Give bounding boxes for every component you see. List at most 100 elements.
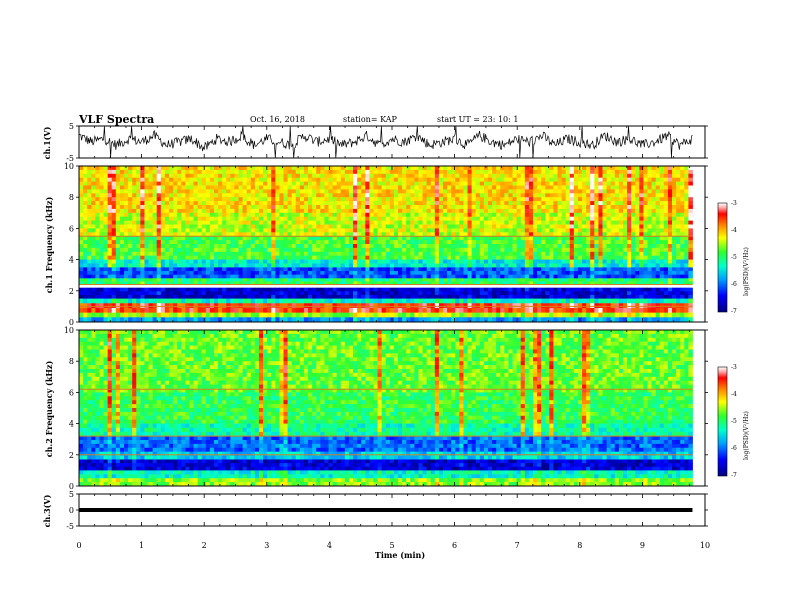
ch1-spec-cell bbox=[320, 228, 325, 233]
ch1-spec-cell bbox=[299, 271, 305, 276]
ch1-spec-cell bbox=[144, 220, 149, 225]
ch1-spec-cell bbox=[168, 220, 174, 225]
ch1-spec-cell bbox=[209, 197, 215, 202]
ch1-spec-cell bbox=[426, 255, 432, 260]
ch1-spec-cell bbox=[569, 189, 575, 194]
ch1-spec-cell bbox=[512, 212, 518, 218]
ch1-spec-cell bbox=[651, 185, 657, 190]
ch1-spec-cell bbox=[389, 181, 395, 186]
ch1-spec-cell bbox=[246, 263, 252, 268]
ch1-spec-cell bbox=[528, 173, 534, 179]
ch1-spec-cell bbox=[602, 267, 607, 272]
ch1-spec-cell bbox=[242, 166, 248, 171]
ch1-spec-cell bbox=[402, 212, 407, 218]
ch1-spec-cell bbox=[492, 291, 497, 296]
ch1-spec-cell bbox=[185, 197, 190, 202]
ch1-spec-cell bbox=[230, 197, 235, 202]
ch1-spec-cell bbox=[299, 212, 305, 218]
ch1-spec-image bbox=[79, 166, 693, 323]
ch1-spec-cell bbox=[156, 247, 162, 253]
ch1-spec-cell bbox=[128, 224, 133, 229]
ch1-spec-cell bbox=[87, 208, 92, 214]
ch1-spec-cell bbox=[340, 267, 346, 272]
ch1-spec-cell bbox=[479, 224, 485, 229]
ch1-spec-cell bbox=[173, 166, 178, 171]
ch1-spec-cell bbox=[647, 224, 652, 229]
ch1-spec-cell bbox=[230, 166, 235, 171]
ch1-spec-cell bbox=[119, 173, 125, 179]
ch1-spec-cell bbox=[287, 189, 293, 194]
ch1-spec-cell bbox=[156, 181, 162, 186]
ch1-spec-cell bbox=[504, 173, 509, 179]
ch1-spec-cell bbox=[205, 236, 211, 241]
ch1-spec-cell bbox=[447, 259, 452, 264]
ch1-spec-cell bbox=[369, 208, 374, 214]
ch1-spec-cell bbox=[414, 259, 419, 264]
ch1-spec-cell bbox=[246, 259, 252, 264]
ch1-spec-cell bbox=[381, 267, 387, 272]
ch1-spec-cell bbox=[128, 173, 133, 179]
ch1-spec-cell bbox=[377, 220, 383, 225]
ch1-spec-cell bbox=[369, 259, 374, 264]
ch1-spec-cell bbox=[389, 274, 395, 279]
ch1-spec-cell bbox=[87, 201, 92, 206]
ch1-spec-cell bbox=[582, 216, 587, 221]
ch1-spec-cell bbox=[410, 244, 415, 249]
ch1-spec-cell bbox=[537, 181, 542, 186]
ch1-spec-cell bbox=[676, 201, 681, 206]
ch1-spec-cell bbox=[263, 236, 268, 241]
ch1-spec-cell bbox=[95, 281, 100, 285]
ch1-spec-cell bbox=[680, 251, 685, 257]
ch1-spec-cell bbox=[308, 201, 313, 206]
ch1-spec-cell bbox=[393, 278, 399, 282]
ch1-spec-cell bbox=[402, 205, 407, 210]
ch1-spec-cell bbox=[258, 166, 264, 171]
ch1-spec-cell bbox=[492, 267, 497, 272]
ch1-spec-cell bbox=[569, 197, 575, 202]
ch1-spec-cell bbox=[434, 169, 440, 175]
ch1-spec-cell bbox=[209, 169, 215, 175]
ch1-spec-cell bbox=[119, 193, 125, 198]
ch1-spec-cell bbox=[479, 205, 485, 210]
ch1-spec-cell bbox=[115, 287, 121, 292]
ch1-spec-cell bbox=[95, 251, 100, 257]
ch1-spec-cell bbox=[385, 271, 391, 276]
ch1-spec-cell bbox=[463, 185, 468, 190]
ch1-spec-cell bbox=[168, 212, 174, 218]
ch1-spec-cell bbox=[111, 232, 117, 237]
ch1-spec-cell bbox=[667, 278, 673, 282]
ch1-spec-cell bbox=[549, 193, 554, 198]
ch1-spec-cell bbox=[119, 189, 125, 194]
ch1-spec-cell bbox=[524, 185, 530, 190]
ch1-spec-cell bbox=[406, 232, 411, 237]
ch1-spec-cell bbox=[639, 197, 644, 202]
ch1-spec-cell bbox=[328, 263, 333, 268]
ch1-spec-cell bbox=[520, 267, 526, 272]
ch1-spec-cell bbox=[487, 224, 493, 229]
ch1-spec-cell bbox=[479, 181, 485, 186]
ch1-spec-cell bbox=[328, 185, 333, 190]
ch1-spec-cell bbox=[308, 255, 313, 260]
ch1-spec-cell bbox=[594, 247, 599, 253]
ch1-spec-cell bbox=[455, 240, 460, 245]
ch1-spec-cell bbox=[447, 212, 452, 218]
ch1-spec-cell bbox=[222, 185, 227, 190]
ch1-spec-cell bbox=[250, 278, 256, 282]
ch1-spec-cell bbox=[561, 263, 567, 268]
ch1-spec-cell bbox=[193, 291, 199, 296]
ch1-spec-cell bbox=[83, 291, 88, 296]
ch1-spec-cell bbox=[590, 271, 595, 276]
ch1-spec-cell bbox=[537, 193, 542, 198]
ch1-spec-cell bbox=[557, 232, 562, 237]
ch1-spec-cell bbox=[328, 212, 333, 218]
ch1-spec-cell bbox=[598, 255, 603, 260]
ch1-spec-cell bbox=[361, 236, 366, 241]
ch1-spec-cell bbox=[459, 189, 464, 194]
ch1-spec-cell bbox=[430, 271, 436, 276]
ch1-spec-cell bbox=[447, 267, 452, 272]
ch1-spec-cell bbox=[590, 181, 595, 186]
ch1-spec-cell bbox=[528, 287, 534, 292]
ch1-spec-cell bbox=[271, 181, 276, 186]
ch1-spec-cell bbox=[438, 208, 444, 214]
ch1-spec-cell bbox=[610, 263, 616, 268]
